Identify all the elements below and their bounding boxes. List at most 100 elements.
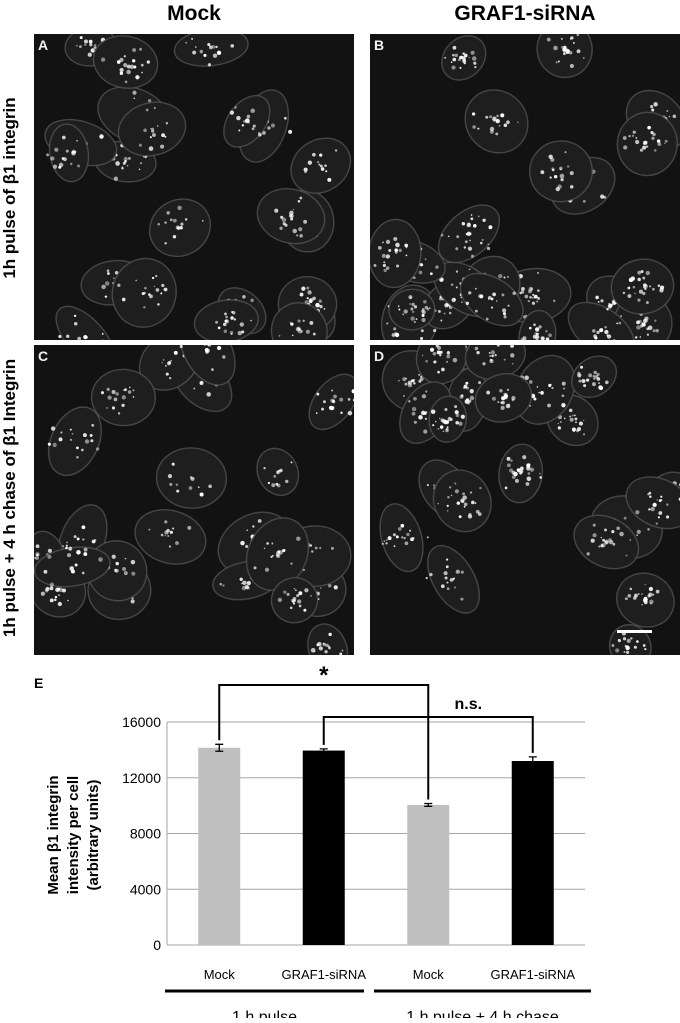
vesicle-dot: [504, 315, 507, 318]
vesicle-dot: [144, 287, 147, 290]
vesicle-dot: [478, 512, 482, 516]
vesicle-dot: [312, 153, 316, 157]
vesicle-dot: [491, 297, 494, 300]
vesicle-dot: [611, 530, 614, 533]
vesicle-dot: [90, 434, 93, 437]
vesicle-dot: [252, 127, 255, 130]
vesicle-dot: [96, 447, 99, 450]
vesicle-dot: [497, 401, 499, 403]
vesicle-dot: [148, 529, 150, 531]
vesicle-dot: [665, 140, 668, 143]
vesicle-dot: [577, 372, 580, 375]
vesicle-dot: [418, 374, 420, 376]
vesicle-dot: [386, 539, 388, 541]
vesicle-dot: [461, 415, 465, 419]
vesicle-dot: [512, 475, 516, 479]
vesicle-dot: [522, 455, 526, 459]
vesicle-dot: [115, 392, 119, 396]
vesicle-dot: [298, 591, 302, 595]
vesicle-dot: [465, 382, 468, 385]
vesicle-dot: [82, 525, 86, 529]
scale-bar: [617, 630, 652, 633]
vesicle-dot: [576, 429, 579, 432]
vesicle-dot: [292, 229, 297, 234]
vesicle-dot: [208, 484, 212, 488]
vesicle-dot: [414, 421, 417, 424]
vesicle-dot: [627, 594, 631, 598]
vesicle-dot: [499, 389, 503, 393]
vesicle-dot: [441, 368, 445, 372]
vesicle-dot: [166, 122, 168, 124]
vesicle-dot: [414, 321, 416, 323]
vesicle-dot: [446, 581, 448, 583]
vesicle-dot: [66, 541, 68, 543]
vesicle-dot: [570, 418, 574, 422]
vesicle-dot: [329, 406, 333, 410]
vesicle-dot: [499, 125, 501, 127]
vesicle-dot: [616, 526, 620, 530]
vesicle-dot: [604, 529, 607, 532]
vesicle-dot: [512, 363, 514, 365]
vesicle-dot: [319, 300, 322, 303]
vesicle-dot: [139, 48, 142, 51]
vesicle-dot: [311, 550, 313, 552]
vesicle-dot: [177, 227, 180, 230]
vesicle-dot: [444, 57, 446, 59]
vesicle-dot: [258, 519, 262, 523]
y-tick-label: 4000: [130, 881, 161, 897]
vesicle-dot: [210, 46, 211, 47]
vesicle-dot: [299, 605, 302, 608]
vesicle-dot: [669, 116, 671, 118]
vesicle-dot: [457, 501, 460, 504]
vesicle-dot: [492, 117, 496, 121]
vesicle-dot: [635, 140, 639, 144]
vesicle-dot: [132, 59, 135, 62]
vesicle-dot: [636, 321, 640, 325]
vesicle-dot: [218, 327, 221, 330]
vesicle-dot: [117, 60, 121, 64]
vesicle-dot: [313, 333, 316, 336]
vesicle-dot: [421, 329, 424, 332]
vesicle-dot: [658, 285, 660, 287]
vesicle-dot: [593, 524, 596, 527]
vesicle-dot: [36, 554, 39, 557]
vesicle-dot: [510, 460, 512, 462]
vesicle-dot: [327, 178, 331, 182]
vesicle-dot: [128, 157, 131, 160]
vesicle-dot: [634, 594, 638, 598]
vesicle-dot: [453, 358, 458, 363]
vesicle-dot: [557, 185, 561, 189]
vesicle-dot: [469, 268, 471, 270]
vesicle-dot: [478, 381, 481, 384]
vesicle-dot: [306, 330, 310, 334]
vesicle-dot: [242, 295, 245, 298]
vesicle-dot: [538, 392, 540, 394]
vesicle-dot: [604, 330, 608, 334]
vesicle-dot: [300, 293, 304, 297]
vesicle-dot: [652, 329, 655, 332]
vesicle-dot: [85, 439, 89, 443]
vesicle-dot: [437, 371, 440, 374]
vesicle-dot: [392, 333, 396, 337]
vesicle-dot: [618, 639, 621, 642]
vesicle-dot: [340, 412, 342, 414]
vesicle-dot: [267, 126, 270, 129]
vesicle-dot: [657, 499, 659, 501]
x-category-label: Mock: [204, 967, 236, 982]
vesicle-dot: [643, 644, 646, 647]
vesicle-dot: [149, 146, 154, 151]
vesicle-dot: [303, 609, 306, 612]
vesicle-dot: [287, 593, 290, 596]
vesicle-dot: [527, 477, 532, 482]
vesicle-dot: [648, 593, 652, 597]
vesicle-dot: [405, 541, 409, 545]
vesicle-dot: [105, 295, 107, 297]
vesicle-dot: [112, 406, 115, 409]
vesicle-dot: [475, 310, 478, 313]
vesicle-dot: [294, 600, 296, 602]
vesicle-dot: [404, 537, 406, 539]
vesicle-dot: [480, 242, 483, 245]
vesicle-dot: [84, 548, 88, 552]
vesicle-dot: [388, 249, 391, 252]
